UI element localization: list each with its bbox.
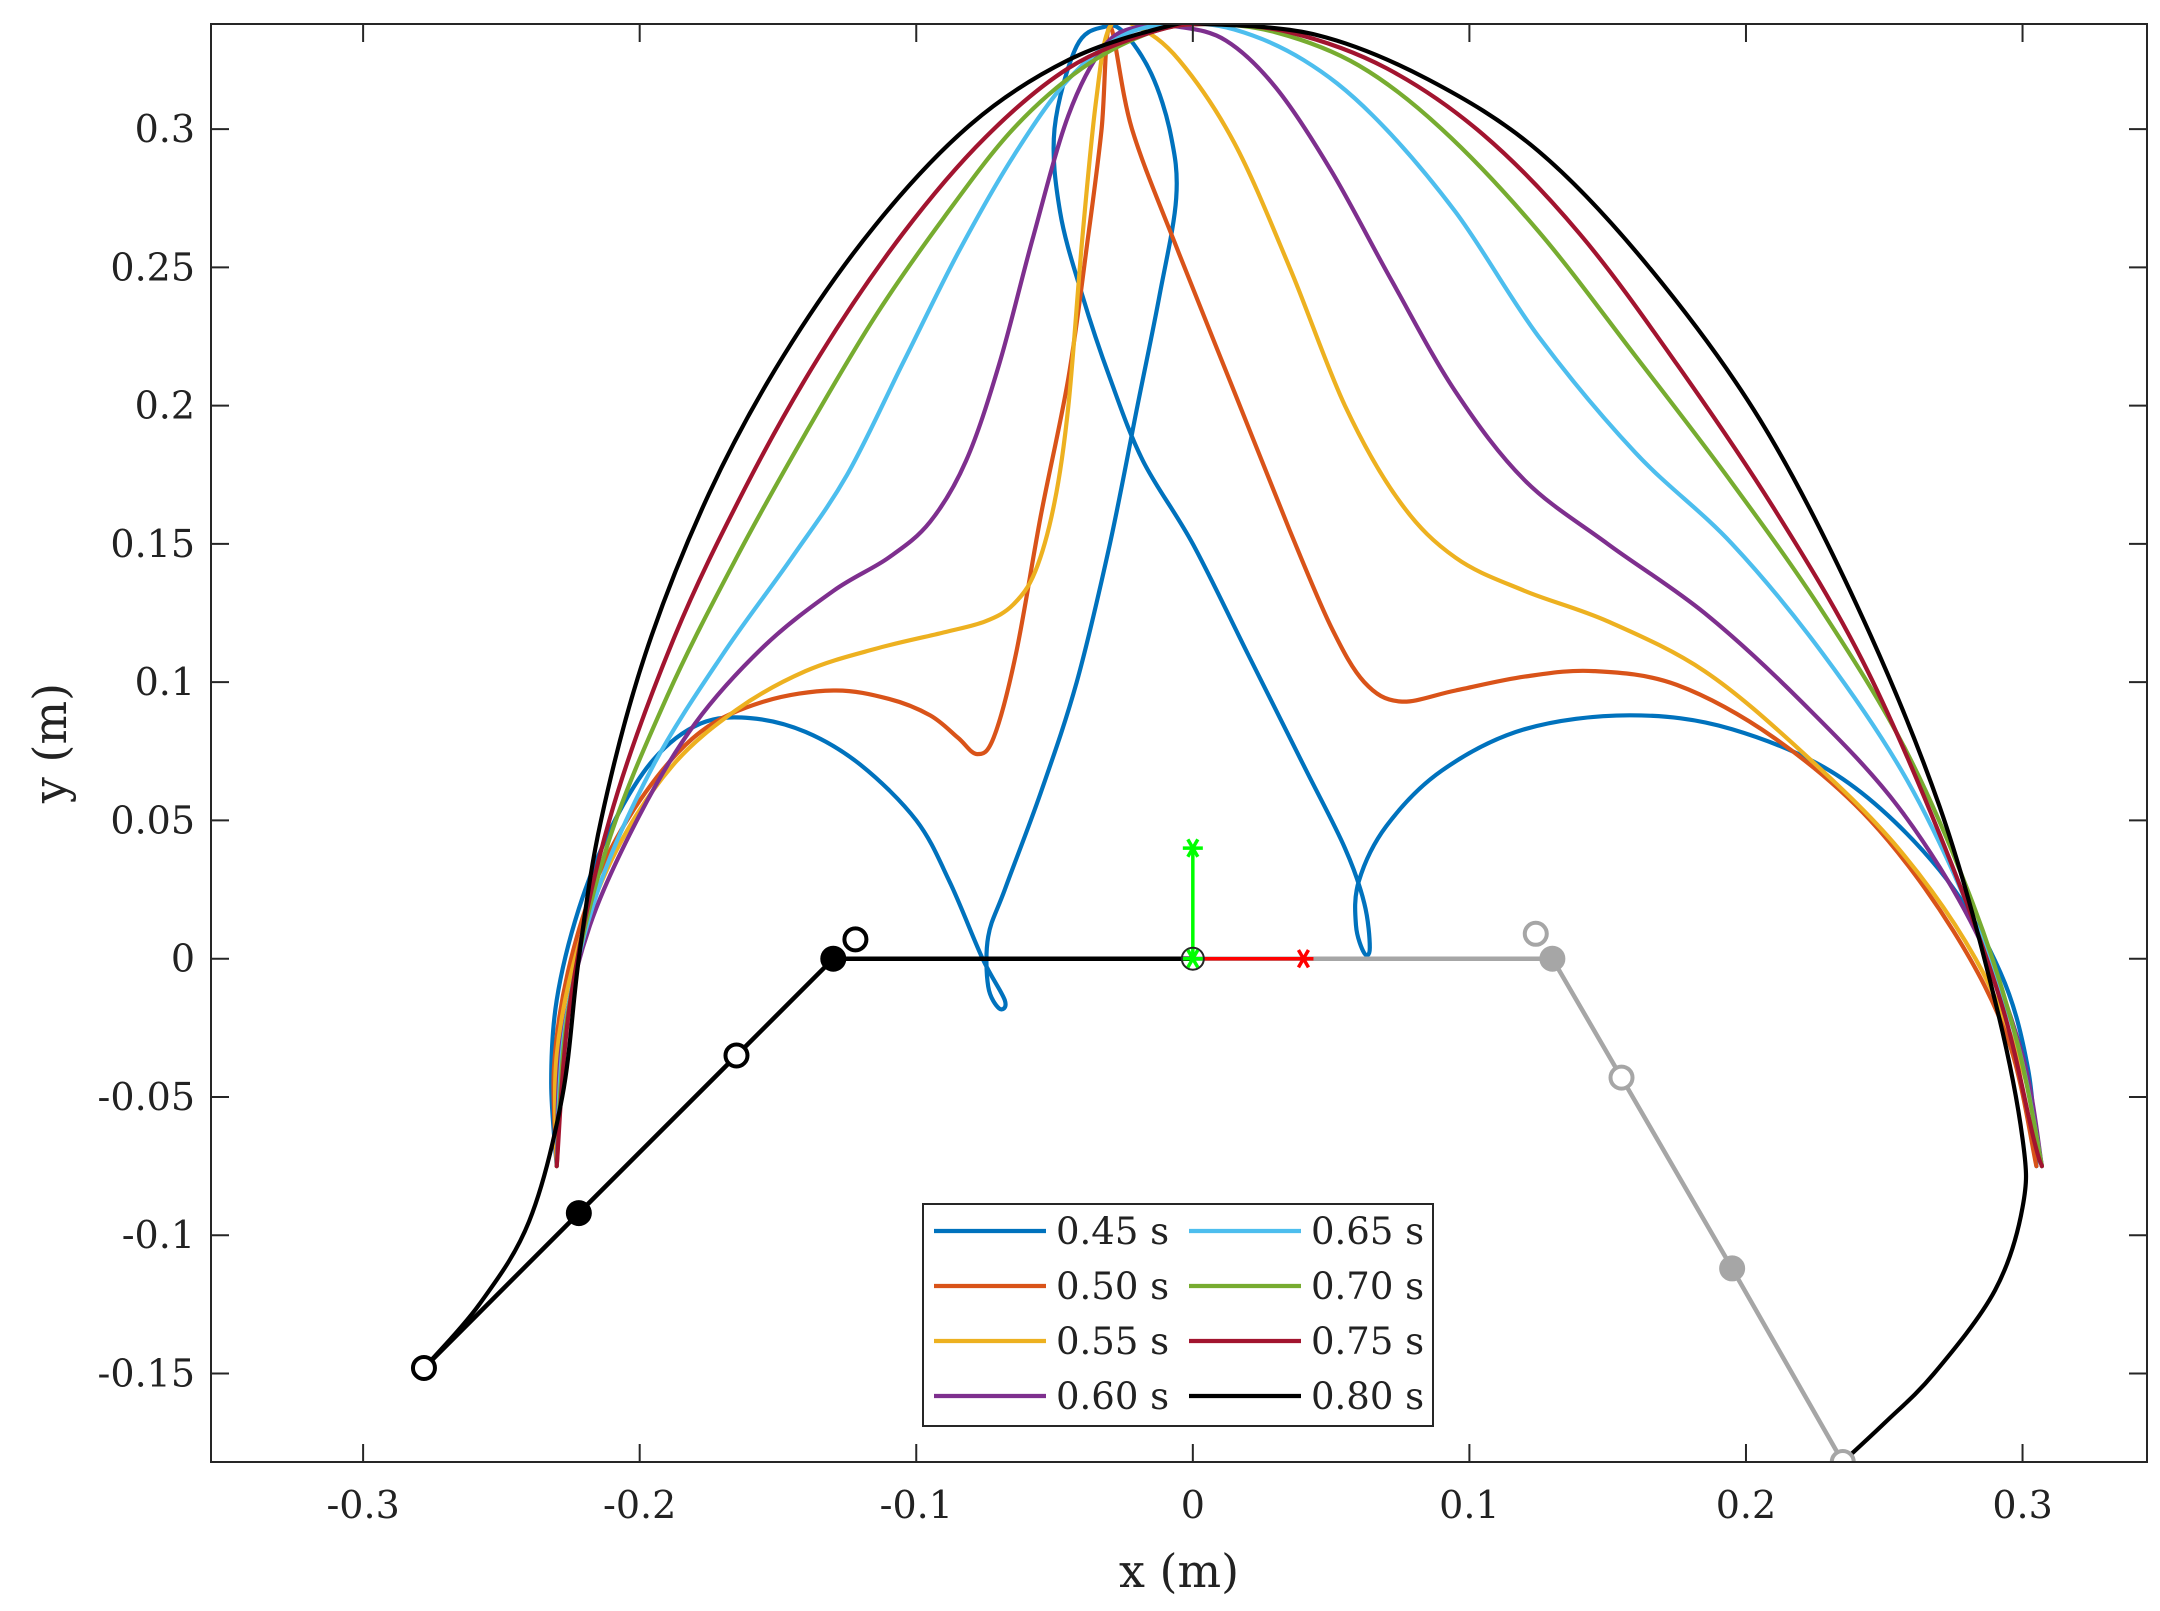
right-leg-open-joint	[1522, 920, 1549, 947]
legend-label-0-55-s: 0.55 s	[1056, 1320, 1169, 1363]
y-tick-label: 0.1	[135, 660, 195, 704]
right-leg-open-joint	[1829, 1449, 1856, 1462]
y-axis-label: y (m)	[23, 683, 77, 804]
origin-star	[1182, 949, 1203, 969]
leg-mechanism	[410, 838, 1856, 1462]
left-leg-open-joint	[410, 1354, 437, 1381]
legend-box	[922, 1203, 1434, 1427]
y-tick-label: 0	[171, 937, 195, 981]
y-tick-label: 0.25	[110, 245, 195, 289]
legend-label-0-50-s: 0.50 s	[1056, 1265, 1169, 1308]
legend: 0.45 s 0.50 s 0.55 s 0.60 s 0.65 s 0.70 s 0.75…	[922, 1203, 1434, 1427]
right-leg-pin-joint	[1719, 1255, 1746, 1282]
left-leg-open-joint	[842, 926, 869, 953]
y-tick-label: 0.15	[110, 522, 195, 566]
legend-label-0-60-s: 0.60 s	[1056, 1375, 1169, 1418]
series-line-0-65-s	[554, 24, 2044, 1169]
x-tick-label: -0.3	[326, 1483, 399, 1527]
legend-label-0-80-s: 0.80 s	[1311, 1375, 1424, 1418]
x-tick-label: 0.3	[1992, 1483, 2052, 1527]
y-tick-label: 0.3	[135, 107, 195, 151]
right-leg-pin-joint	[1539, 945, 1566, 972]
x-tick-label: -0.1	[880, 1483, 953, 1527]
right-leg-open-joint	[1608, 1064, 1635, 1091]
trajectory-curves	[421, 24, 2044, 1462]
legend-label-0-65-s: 0.65 s	[1311, 1210, 1424, 1253]
y-tick-label: -0.15	[98, 1352, 195, 1396]
x-axis-ticks: -0.3 -0.2 -0.1 0 0.1 0.2 0.3	[326, 24, 2053, 1527]
left-leg-open-joint	[723, 1042, 750, 1069]
legend-label-0-70-s: 0.70 s	[1311, 1265, 1424, 1308]
left-leg-pin-joint	[565, 1200, 592, 1227]
x-axis-label: x (m)	[1119, 1544, 1239, 1598]
frame-x-axis-tip	[1293, 949, 1314, 969]
plot-frame	[210, 23, 2148, 1463]
x-tick-label: 0.1	[1439, 1483, 1499, 1527]
legend-label-0-75-s: 0.75 s	[1311, 1320, 1424, 1363]
y-tick-label: -0.05	[98, 1075, 195, 1119]
legend-label-0-45-s: 0.45 s	[1056, 1210, 1169, 1253]
left-leg-pin-joint	[820, 945, 847, 972]
y-tick-label: 0.2	[135, 384, 195, 428]
series-line-0-80-s	[421, 24, 2029, 1462]
x-tick-label: -0.2	[603, 1483, 676, 1527]
frame-y-axis-tip	[1182, 838, 1203, 858]
y-tick-label: -0.1	[122, 1213, 195, 1257]
y-axis-ticks: -0.15 -0.1 -0.05 0 0.05 0.1 0.15 0.2 0.25 0.3	[98, 107, 2147, 1396]
origin-marker	[1180, 946, 1205, 971]
x-tick-label: 0	[1181, 1483, 1205, 1527]
x-tick-label: 0.2	[1716, 1483, 1776, 1527]
y-tick-label: 0.05	[110, 798, 195, 842]
series-line-0-55-s	[552, 24, 2044, 1169]
